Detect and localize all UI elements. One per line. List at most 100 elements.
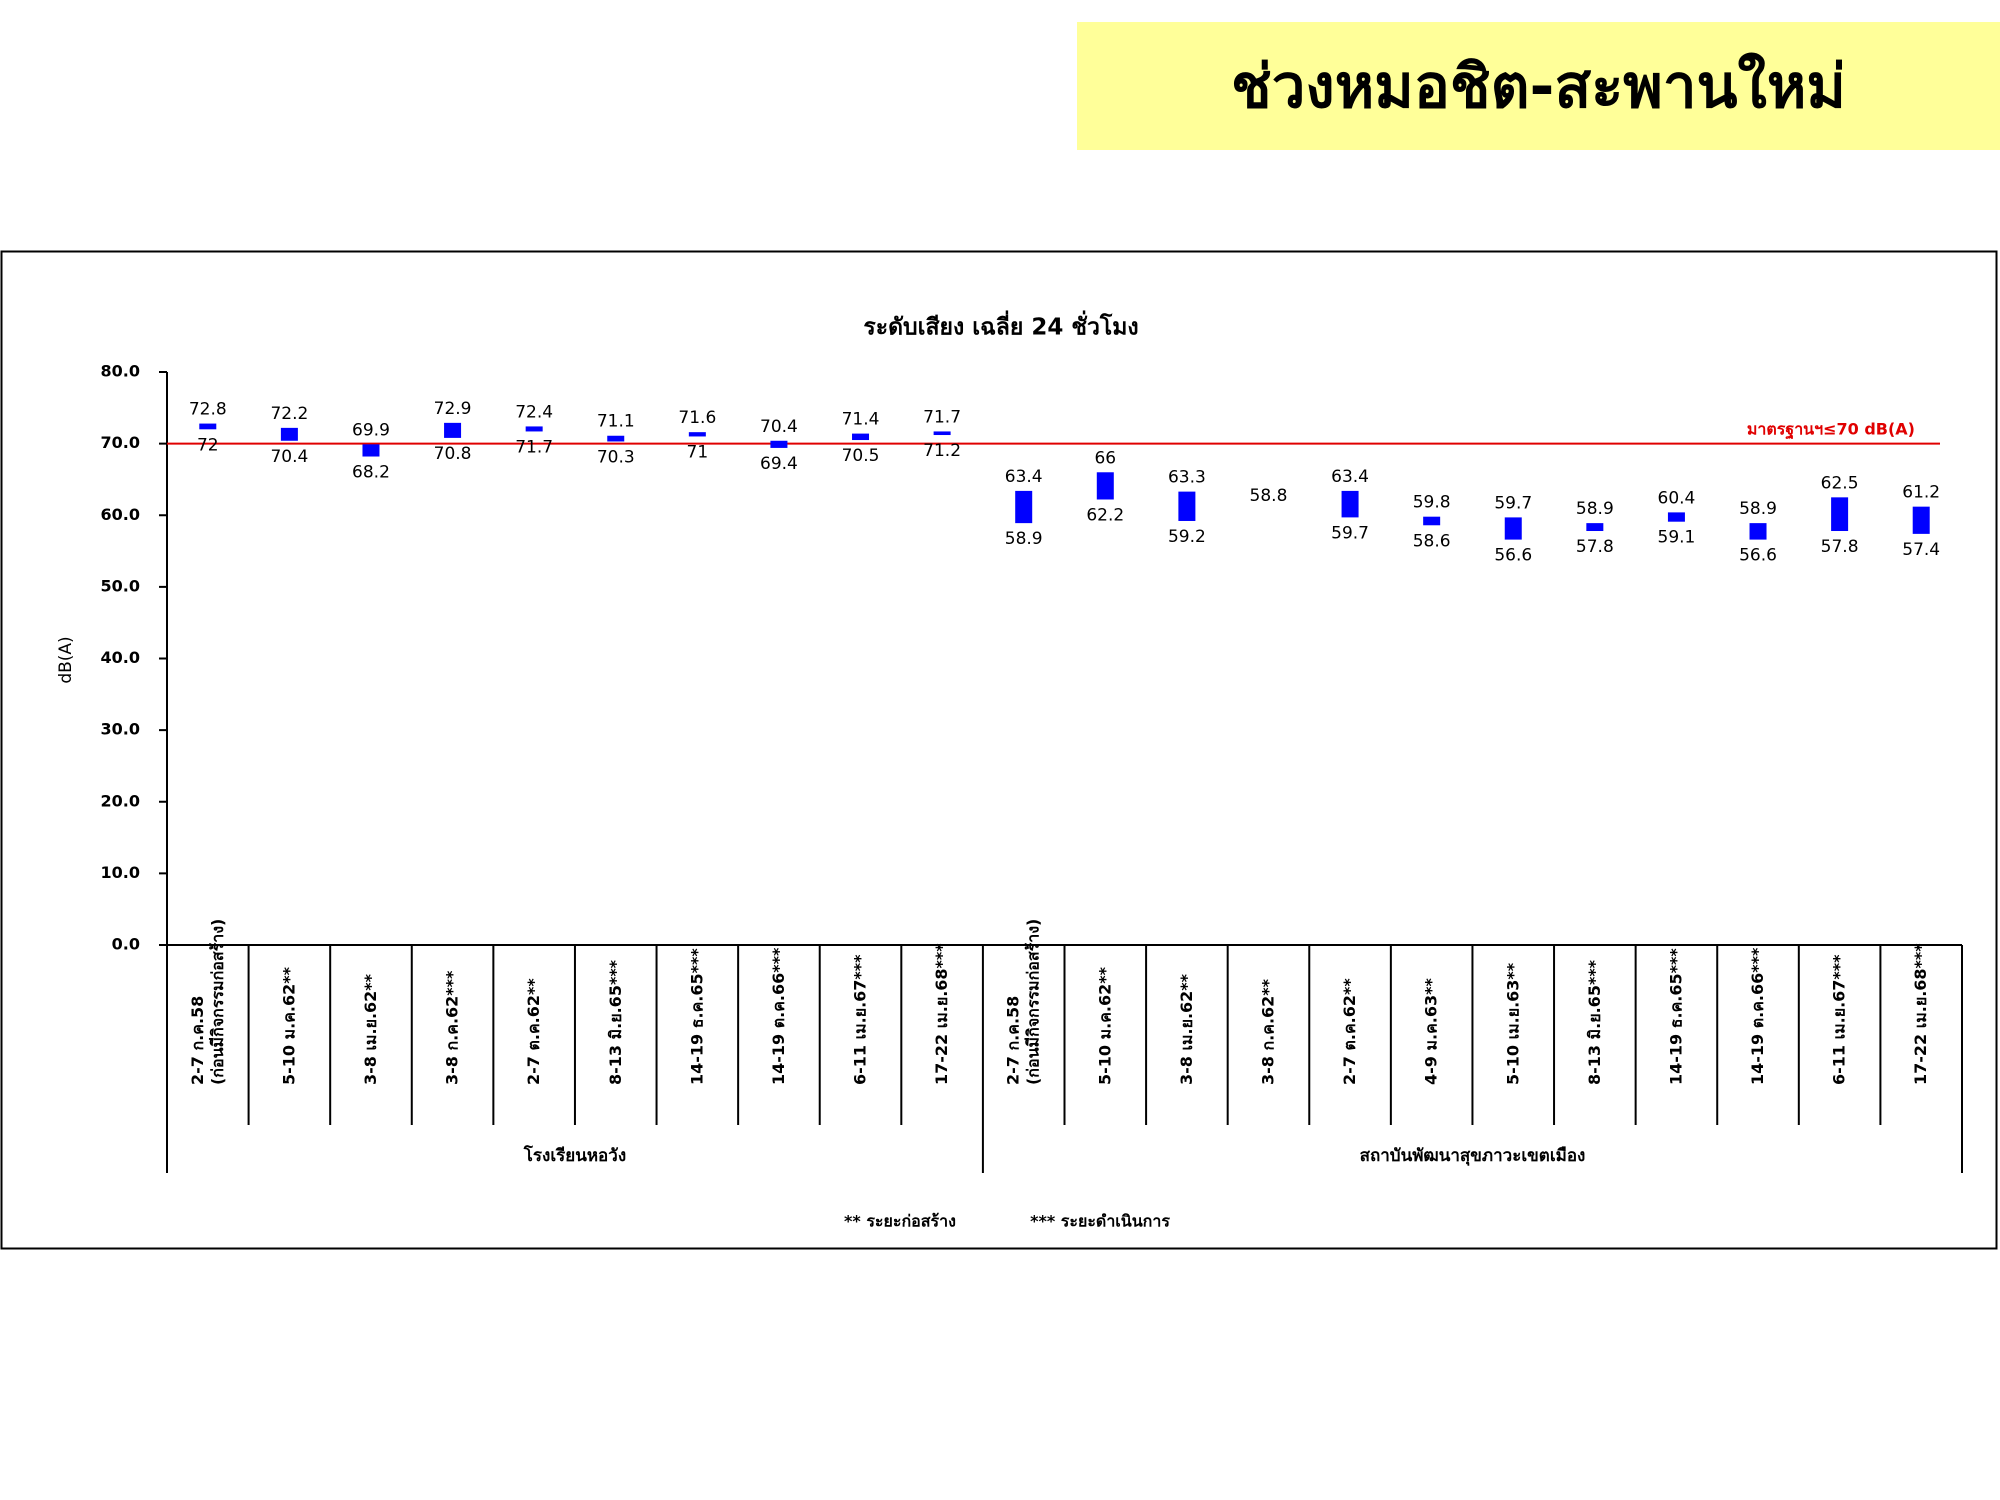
x-tick-label: 3-8 ก.ค.62** — [1258, 978, 1277, 1085]
value-label-low: 56.6 — [1739, 546, 1777, 566]
value-label-low: 71 — [687, 442, 709, 462]
x-tick-label: 6-11 เม.ย.67*** — [850, 954, 869, 1085]
group-label: โรงเรียนหอวัง — [523, 1145, 626, 1166]
value-label-low: 62.2 — [1086, 505, 1124, 525]
x-tick-label: 14-19 ต.ค.66*** — [768, 947, 787, 1085]
x-tick-label: 14-19 ธ.ค.65*** — [687, 948, 706, 1085]
value-label-low: 59.1 — [1658, 528, 1696, 548]
value-label-low: 72 — [197, 435, 219, 455]
range-bar — [280, 427, 298, 441]
range-bar — [1015, 490, 1033, 524]
value-label-high: 71.6 — [678, 408, 716, 428]
header-box: ช่วงหมอชิต-สะพานใหม่ — [1077, 22, 2000, 150]
value-label-high: 63.4 — [1005, 467, 1043, 487]
value-label-low: 68.2 — [352, 463, 390, 483]
y-tick-label: 80.0 — [101, 362, 140, 381]
x-tick-label: 2-7 ก.ค.58(ก่อนมีกิจกรรมก่อสร้าง) — [187, 919, 226, 1085]
value-label-high: 60.4 — [1658, 488, 1696, 508]
value-label-high: 59.7 — [1494, 493, 1532, 513]
footnote: *** ระยะดำเนินการ — [1030, 1212, 1170, 1231]
x-tick-label: 2-7 ต.ค.62** — [524, 978, 543, 1085]
value-label-high: 71.4 — [842, 410, 880, 430]
range-bar — [1667, 512, 1685, 522]
x-tick-label: 3-8 เม.ย.62** — [360, 973, 379, 1085]
value-label-high: 66 — [1094, 448, 1116, 468]
standard-label: มาตรฐานฯ≤70 dB(A) — [1747, 420, 1915, 440]
range-bar — [933, 431, 951, 436]
range-bar — [525, 426, 543, 432]
value-label-high: 69.9 — [352, 420, 390, 440]
x-tick-label: 2-7 ก.ค.58(ก่อนมีกิจกรรมก่อสร้าง) — [1003, 919, 1042, 1085]
y-tick-label: 30.0 — [101, 720, 140, 739]
value-label-high: 72.2 — [270, 404, 308, 424]
chart-frame — [0, 250, 1998, 1250]
y-axis-label: dB(A) — [56, 636, 76, 683]
value-label-high: 61.2 — [1902, 483, 1940, 503]
x-tick-label: 4-9 ม.ค.63** — [1421, 977, 1440, 1085]
x-tick-label: 6-11 เม.ย.67*** — [1829, 954, 1848, 1085]
x-tick-label: 2-7 ต.ค.62** — [1340, 978, 1359, 1085]
value-label-low: 57.8 — [1821, 537, 1859, 557]
x-tick-label: 3-8 ก.ค.62*** — [442, 970, 461, 1085]
y-tick-label: 50.0 — [101, 576, 140, 595]
x-tick-label: 17-22 เม.ย.68*** — [932, 943, 951, 1085]
value-label-high: 63.3 — [1168, 468, 1206, 488]
x-tick-label: 8-13 มิ.ย.65*** — [1584, 959, 1603, 1085]
value-label-high: 58.8 — [1250, 486, 1288, 506]
range-bar — [1586, 523, 1604, 532]
value-label-high: 58.9 — [1576, 499, 1614, 519]
value-label-low: 71.2 — [923, 441, 961, 461]
range-bar — [1178, 491, 1196, 521]
x-tick-label: 3-8 เม.ย.62** — [1176, 973, 1195, 1085]
value-label-high: 70.4 — [760, 417, 798, 437]
value-label-low: 58.6 — [1413, 531, 1451, 551]
value-label-low: 57.8 — [1576, 537, 1614, 557]
x-tick-label: 14-19 ต.ค.66*** — [1748, 947, 1767, 1085]
chart-title: ระดับเสียง เฉลี่ย 24 ชั่วโมง — [863, 310, 1138, 341]
value-label-low: 56.6 — [1494, 546, 1532, 566]
range-bar — [1912, 506, 1930, 534]
value-label-low: 70.4 — [270, 447, 308, 467]
range-bar — [362, 444, 380, 457]
value-label-low: 70.3 — [597, 447, 635, 467]
y-tick-label: 60.0 — [101, 505, 140, 524]
range-bar — [770, 440, 788, 448]
value-label-low: 71.7 — [515, 437, 553, 457]
value-label-high: 72.8 — [189, 400, 227, 420]
value-label-low: 59.7 — [1331, 523, 1369, 543]
y-tick-label: 40.0 — [101, 648, 140, 667]
range-bar — [1504, 517, 1522, 540]
value-label-high: 72.9 — [434, 399, 472, 419]
y-tick-label: 0.0 — [112, 935, 140, 954]
x-tick-label: 5-10 ม.ค.62** — [279, 966, 298, 1085]
range-bar — [1831, 497, 1849, 532]
value-label-high: 59.8 — [1413, 493, 1451, 513]
x-tick-label: 5-10 เม.ย.63** — [1503, 962, 1522, 1085]
range-bar — [1423, 516, 1441, 526]
range-bar — [852, 433, 870, 441]
value-label-low: 70.5 — [842, 446, 880, 466]
range-bar — [1749, 523, 1767, 540]
range-bar — [688, 432, 706, 437]
value-label-low: 70.8 — [434, 444, 472, 464]
x-tick-label: 8-13 มิ.ย.65*** — [605, 959, 624, 1085]
value-label-low: 57.4 — [1902, 540, 1940, 560]
group-label: สถาบันพัฒนาสุขภาวะเขตเมือง — [1360, 1145, 1586, 1166]
value-label-high: 62.5 — [1821, 473, 1859, 493]
value-label-high: 63.4 — [1331, 467, 1369, 487]
value-label-low: 59.2 — [1168, 527, 1206, 547]
range-bar — [607, 435, 625, 442]
value-label-high: 71.7 — [923, 407, 961, 427]
value-label-low: 58.9 — [1005, 529, 1043, 549]
value-label-high: 72.4 — [515, 402, 553, 422]
x-tick-label: 17-22 เม.ย.68*** — [1911, 943, 1930, 1085]
x-tick-label: 5-10 ม.ค.62** — [1095, 966, 1114, 1085]
y-tick-label: 20.0 — [101, 791, 140, 810]
footnote: ** ระยะก่อสร้าง — [844, 1212, 956, 1231]
range-bar — [444, 422, 462, 438]
range-bar — [1341, 490, 1359, 518]
x-tick-label: 14-19 ธ.ค.65*** — [1666, 948, 1685, 1085]
range-bar — [199, 423, 217, 430]
y-tick-label: 70.0 — [101, 433, 140, 452]
